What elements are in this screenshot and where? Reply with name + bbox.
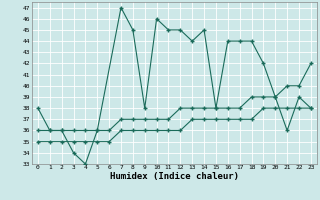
X-axis label: Humidex (Indice chaleur): Humidex (Indice chaleur) — [110, 172, 239, 181]
